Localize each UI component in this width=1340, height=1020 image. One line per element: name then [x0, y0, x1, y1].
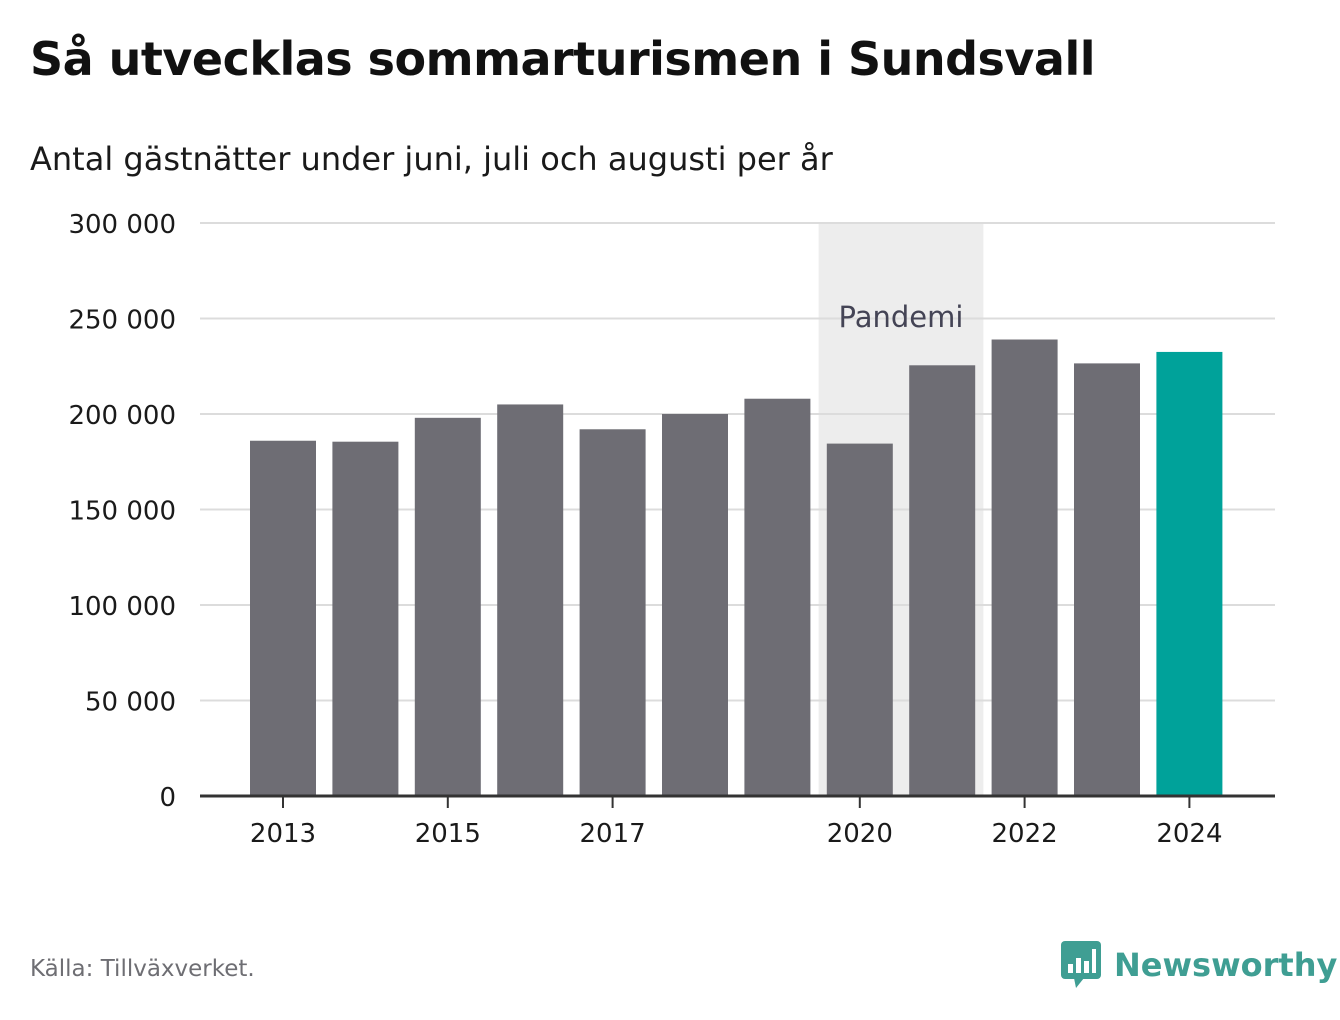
y-tick-label: 300 000 [68, 210, 176, 240]
y-tick-label: 150 000 [68, 497, 176, 527]
pandemic-label: Pandemi [839, 300, 964, 334]
bar-2020 [826, 443, 893, 796]
y-tick-label: 0 [159, 783, 176, 813]
bar-2019 [744, 398, 811, 796]
y-tick-label: 200 000 [68, 401, 176, 431]
bar-2023 [1074, 363, 1140, 796]
brand-logo: Newsworthy [1060, 940, 1337, 990]
x-tick-label: 2015 [415, 819, 481, 849]
bar-chart: 0 50 000 100 000 150 000 200 000 250 000 300 0… [68, 210, 1275, 849]
bar-2014 [332, 441, 399, 796]
y-tick-label: 50 000 [85, 688, 176, 718]
bar-2015 [414, 417, 481, 796]
bar-chart-bubble-icon [1061, 941, 1101, 988]
x-tick-label: 2017 [580, 819, 646, 849]
y-tick-label: 100 000 [68, 592, 176, 622]
chart-subtitle: Antal gästnätter under juni, juli och au… [30, 140, 833, 178]
bar-2016 [497, 404, 564, 796]
x-tick-label: 2024 [1156, 819, 1222, 849]
y-tick-label: 250 000 [68, 306, 176, 336]
x-tick-label: 2022 [992, 819, 1058, 849]
bar-2013 [250, 440, 316, 796]
bar-2024 [1156, 351, 1223, 796]
bar-2017 [579, 429, 646, 796]
bar-2022 [991, 339, 1058, 796]
bar-2021 [909, 365, 976, 796]
source-note: Källa: Tillväxverket. [30, 956, 255, 982]
chart-title: Så utvecklas sommarturismen i Sundsvall [30, 32, 1095, 86]
bar-2018 [662, 414, 728, 796]
x-tick-label: 2013 [250, 819, 316, 849]
x-tick-label: 2020 [827, 819, 893, 849]
brand-name: Newsworthy [1114, 946, 1338, 984]
